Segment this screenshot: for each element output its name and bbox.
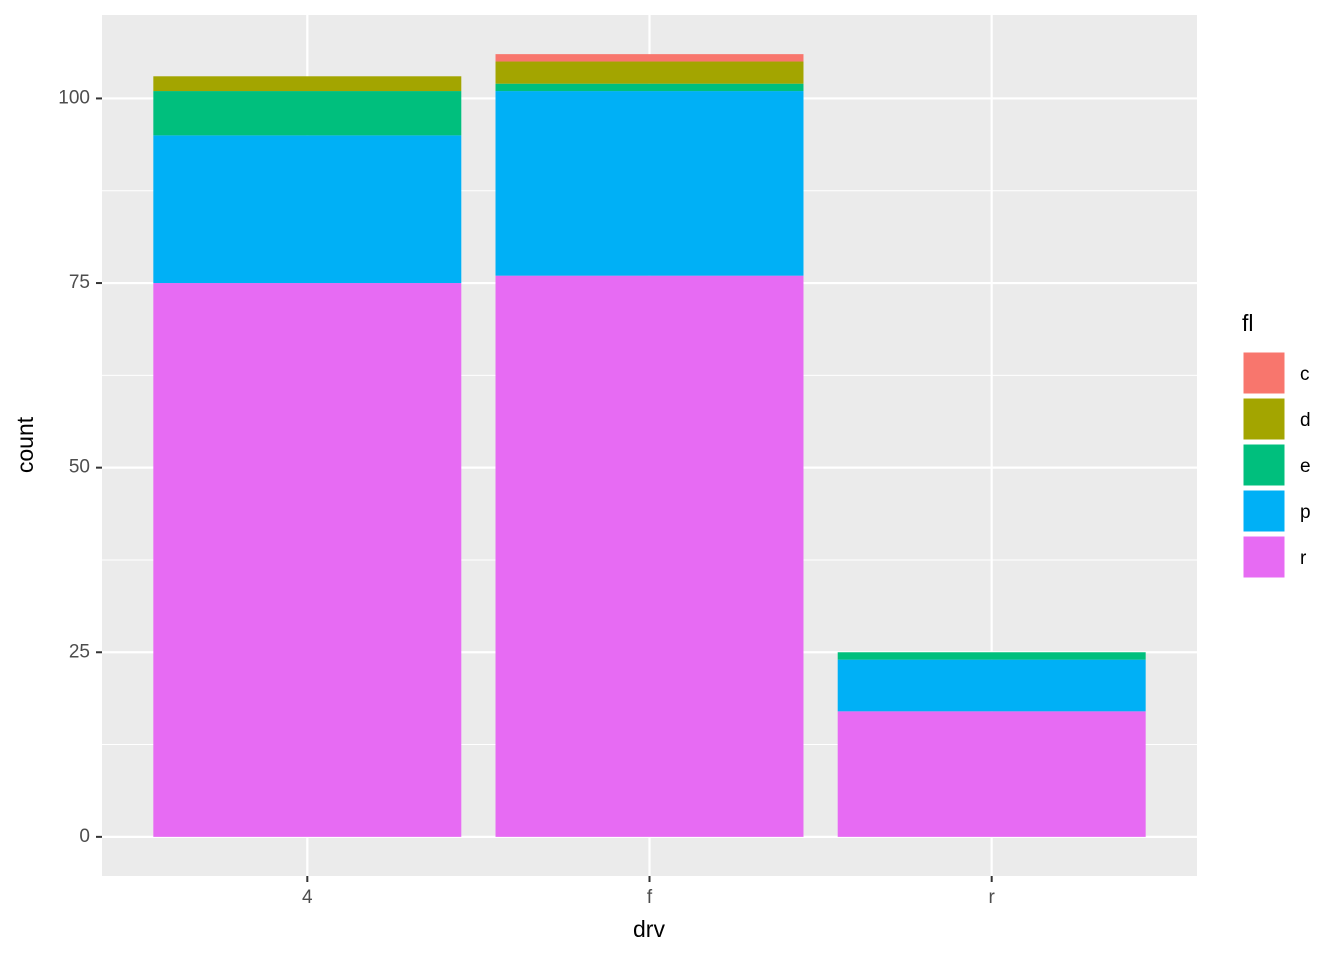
- y-tick-label: 50: [69, 457, 90, 478]
- legend: c d e p r: [1242, 351, 1311, 579]
- legend-key: [1242, 351, 1286, 395]
- y-tick-label: 75: [69, 272, 90, 293]
- x-tick-label: r: [989, 887, 996, 908]
- bar-segment: [153, 283, 462, 837]
- bar-segment: [837, 652, 1146, 660]
- bar-segment: [153, 135, 462, 284]
- legend-label: r: [1300, 548, 1307, 569]
- x-axis-title: drv: [633, 916, 665, 942]
- bar-segment: [495, 61, 804, 84]
- legend-title: fl: [1242, 310, 1254, 336]
- legend-label: c: [1300, 364, 1310, 385]
- legend-key: [1242, 535, 1286, 579]
- bar-segment: [495, 54, 804, 62]
- legend-label: e: [1300, 456, 1311, 477]
- legend-key: [1242, 443, 1286, 487]
- legend-key: [1242, 397, 1286, 441]
- bar-segment: [495, 275, 804, 837]
- legend-label: d: [1300, 410, 1311, 431]
- x-tick-label: 4: [302, 887, 313, 908]
- y-tick-label: 100: [58, 87, 90, 108]
- bar-segment: [153, 91, 462, 136]
- y-tick-label: 0: [79, 826, 90, 847]
- bar-segment: [837, 659, 1146, 712]
- legend-label: p: [1300, 502, 1311, 523]
- legend-key: [1242, 489, 1286, 533]
- bars: [153, 54, 1146, 837]
- bar-segment: [495, 91, 804, 276]
- bar-segment: [837, 711, 1146, 837]
- x-tick-label: f: [647, 887, 653, 908]
- y-axis-title: count: [12, 416, 38, 473]
- bar-segment: [153, 76, 462, 92]
- axes: 0 25 50 75 100 4 f r: [58, 87, 995, 908]
- y-tick-label: 25: [69, 641, 90, 662]
- bar-segment: [495, 83, 804, 92]
